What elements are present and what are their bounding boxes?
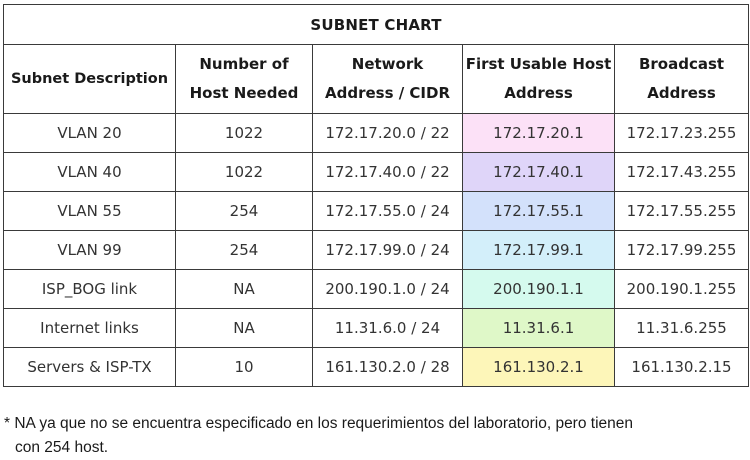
cell-network: 161.130.2.0 / 28 <box>312 347 463 387</box>
header-label-line2: Host Needed <box>189 84 299 102</box>
cell-network: 172.17.55.0 / 24 <box>312 191 463 231</box>
header-label-line1: First Usable Host <box>465 55 612 73</box>
cell-broadcast: 11.31.6.255 <box>613 308 750 348</box>
cell-network: 172.17.40.0 / 22 <box>312 152 463 192</box>
footnote-line: con 254 host. <box>15 439 109 456</box>
subnet-chart-table: SUBNET CHART Subnet Description Number o… <box>2 4 750 387</box>
cell-hosts: 1022 <box>175 113 313 153</box>
header-subnet-description: Subnet Description <box>3 44 176 114</box>
cell-broadcast: 172.17.23.255 <box>613 113 750 153</box>
header-label-line2: Address <box>647 84 716 102</box>
cell-description: VLAN 20 <box>3 113 176 153</box>
header-network-address: Network Address / CIDR <box>312 44 463 114</box>
cell-broadcast: 172.17.43.255 <box>613 152 750 192</box>
cell-network: 172.17.99.0 / 24 <box>312 230 463 270</box>
cell-broadcast: 200.190.1.255 <box>613 269 750 309</box>
cell-first-host: 172.17.20.1 <box>462 113 615 153</box>
cell-broadcast: 172.17.55.255 <box>613 191 750 231</box>
cell-hosts: NA <box>175 308 313 348</box>
cell-description: Internet links <box>3 308 176 348</box>
table-row: VLAN 20 1022 172.17.20.0 / 22 172.17.20.… <box>3 113 750 153</box>
header-label-line2: Address <box>504 84 573 102</box>
cell-first-host: 172.17.55.1 <box>462 191 615 231</box>
cell-first-host: 11.31.6.1 <box>462 308 615 348</box>
table-row: Internet links NA 11.31.6.0 / 24 11.31.6… <box>3 308 750 348</box>
table-row: VLAN 55 254 172.17.55.0 / 24 172.17.55.1… <box>3 191 750 231</box>
header-host-needed: Number of Host Needed <box>175 44 313 114</box>
table-row: VLAN 40 1022 172.17.40.0 / 22 172.17.40.… <box>3 152 750 192</box>
cell-hosts: 10 <box>175 347 313 387</box>
cell-description: ISP_BOG link <box>3 269 176 309</box>
cell-hosts: 1022 <box>175 152 313 192</box>
table-title: SUBNET CHART <box>2 4 750 45</box>
cell-network: 172.17.20.0 / 22 <box>312 113 463 153</box>
cell-broadcast: 161.130.2.15 <box>613 347 750 387</box>
cell-first-host: 172.17.40.1 <box>462 152 615 192</box>
header-first-usable-host: First Usable Host Address <box>462 44 615 114</box>
footnote-line: * NA ya que no se encuentra especificado… <box>4 415 634 432</box>
cell-hosts: 254 <box>175 230 313 270</box>
table-row: VLAN 99 254 172.17.99.0 / 24 172.17.99.1… <box>3 230 750 270</box>
footnote: * NA ya que no se encuentra especificado… <box>4 412 746 460</box>
cell-first-host: 161.130.2.1 <box>462 347 615 387</box>
cell-description: Servers & ISP-TX <box>3 347 176 387</box>
table-row: Servers & ISP-TX 10 161.130.2.0 / 28 161… <box>3 347 750 387</box>
cell-hosts: NA <box>175 269 313 309</box>
header-label-line1: Number of <box>199 55 289 73</box>
cell-broadcast: 172.17.99.255 <box>613 230 750 270</box>
cell-description: VLAN 99 <box>3 230 176 270</box>
cell-network: 200.190.1.0 / 24 <box>312 269 463 309</box>
cell-first-host: 200.190.1.1 <box>462 269 615 309</box>
cell-first-host: 172.17.99.1 <box>462 230 615 270</box>
cell-hosts: 254 <box>175 191 313 231</box>
header-row: Subnet Description Number of Host Needed… <box>3 44 750 114</box>
header-label-line1: Network <box>351 55 424 73</box>
table-row: ISP_BOG link NA 200.190.1.0 / 24 200.190… <box>3 269 750 309</box>
cell-network: 11.31.6.0 / 24 <box>312 308 463 348</box>
header-label: Subnet Description <box>10 70 169 87</box>
header-label-line2: Address / CIDR <box>324 84 451 102</box>
header-broadcast-address: Broadcast Address <box>613 44 750 114</box>
cell-description: VLAN 55 <box>3 191 176 231</box>
cell-description: VLAN 40 <box>3 152 176 192</box>
header-label-line1: Broadcast <box>638 55 725 73</box>
